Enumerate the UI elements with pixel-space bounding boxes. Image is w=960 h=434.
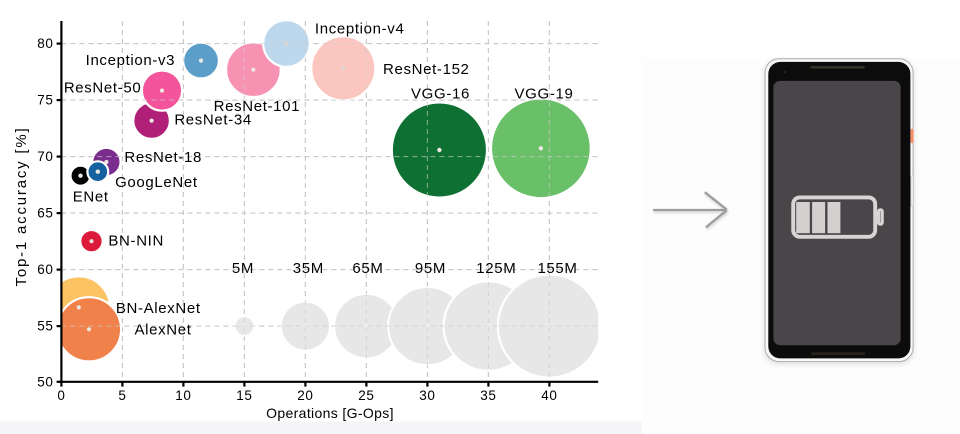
svg-text:Top-1 accuracy [%]: Top-1 accuracy [%]: [13, 127, 30, 287]
svg-text:ResNet-101: ResNet-101: [214, 98, 301, 115]
svg-text:5M: 5M: [232, 260, 254, 277]
svg-text:0: 0: [57, 388, 65, 403]
svg-text:ENet: ENet: [73, 189, 109, 206]
svg-text:65M: 65M: [352, 260, 383, 277]
svg-text:25: 25: [358, 388, 374, 403]
svg-text:ResNet-18: ResNet-18: [124, 149, 202, 166]
svg-text:50: 50: [37, 374, 53, 389]
svg-text:ResNet-152: ResNet-152: [383, 61, 470, 78]
svg-text:65: 65: [37, 206, 53, 221]
svg-text:ResNet-50: ResNet-50: [64, 79, 142, 96]
svg-text:ResNet-34: ResNet-34: [174, 112, 252, 129]
svg-text:VGG-16: VGG-16: [411, 85, 470, 102]
svg-text:80: 80: [37, 36, 53, 51]
svg-text:VGG-19: VGG-19: [515, 85, 574, 102]
svg-text:155M: 155M: [537, 260, 577, 277]
svg-text:GoogLeNet: GoogLeNet: [115, 174, 198, 191]
svg-text:10: 10: [175, 388, 191, 403]
svg-text:BN-NIN: BN-NIN: [108, 233, 164, 250]
svg-text:20: 20: [297, 388, 313, 403]
svg-text:BN-AlexNet: BN-AlexNet: [116, 300, 201, 317]
svg-text:40: 40: [541, 388, 557, 403]
svg-text:75: 75: [37, 93, 53, 108]
svg-text:5: 5: [118, 388, 126, 403]
svg-text:95M: 95M: [415, 260, 446, 277]
svg-text:Inception-v3: Inception-v3: [86, 52, 176, 69]
svg-text:35: 35: [480, 388, 496, 403]
svg-text:125M: 125M: [476, 260, 516, 277]
svg-text:Operations [G-Ops]: Operations [G-Ops]: [266, 405, 394, 421]
svg-text:35M: 35M: [293, 260, 324, 277]
svg-text:55: 55: [37, 319, 53, 334]
svg-text:30: 30: [419, 388, 435, 403]
svg-text:15: 15: [236, 388, 252, 403]
svg-text:Inception-v4: Inception-v4: [315, 21, 405, 38]
svg-text:AlexNet: AlexNet: [134, 321, 191, 338]
svg-text:60: 60: [37, 262, 53, 277]
svg-text:70: 70: [37, 149, 53, 164]
